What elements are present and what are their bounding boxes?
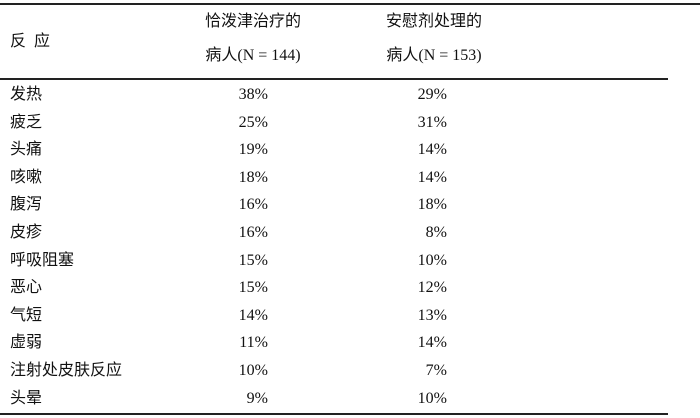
placebo-cell: 12% [417,279,447,297]
header-placebo-line1: 安慰剂处理的 [385,13,482,30]
header-rule [0,78,668,80]
table-row: 恶心 15% 12% [0,274,668,301]
treated-cell: 16% [238,224,268,241]
placebo-cell: 29% [417,86,447,103]
treated-cell: 38% [238,86,268,103]
treated-cell: 25% [238,113,268,131]
table-row: 腹泻 16% 18% [0,191,668,218]
placebo-cell: 10% [417,251,447,269]
top-rule [0,3,700,5]
treated-cell: 9% [246,389,268,407]
placebo-cell: 10% [417,389,447,407]
table-row: 注射处皮肤反应 10% 7% [0,357,668,384]
bottom-rule [0,413,668,415]
reaction-cell: 头痛 [10,141,43,159]
table-row: 皮疹 16% 8% [0,219,668,246]
placebo-cell: 14% [417,168,447,186]
reaction-cell: 皮疹 [10,224,43,241]
placebo-cell: 14% [417,141,447,159]
table-row: 咳嗽 18% 14% [0,164,668,191]
table-row: 头痛 19% 14% [0,136,668,163]
treated-cell: 15% [238,279,268,297]
reaction-cell: 呼吸阻塞 [10,251,75,269]
treated-cell: 19% [238,141,268,159]
header-placebo-line2: 病人(N = 153) [386,47,482,64]
placebo-cell: 14% [417,334,447,352]
reaction-cell: 腹泻 [10,196,43,214]
treated-cell: 11% [239,334,268,352]
reaction-cell: 注射处皮肤反应 [10,362,123,379]
placebo-cell: 13% [417,306,447,324]
placebo-cell: 31% [417,113,447,131]
reaction-cell: 恶心 [10,279,43,297]
treated-cell: 18% [238,168,268,186]
placebo-cell: 8% [425,224,447,241]
table-row: 头晕 9% 10% [0,385,668,412]
reaction-cell: 咳嗽 [10,168,43,186]
table-row: 气短 14% 13% [0,302,668,329]
reaction-cell: 发热 [10,86,43,103]
treated-cell: 15% [238,251,268,269]
table-row: 呼吸阻塞 15% 10% [0,247,668,274]
treated-cell: 10% [238,362,268,379]
table-row: 发热 38% 29% [0,81,668,108]
header-treated-line2: 病人(N = 144) [205,47,301,64]
placebo-cell: 18% [417,196,447,214]
header-reaction: 反 应 [10,33,51,50]
treated-cell: 16% [238,196,268,214]
table-row: 疲乏 25% 31% [0,109,668,136]
reaction-cell: 疲乏 [10,113,43,131]
reaction-cell: 头晕 [10,389,43,407]
reaction-cell: 气短 [10,306,43,324]
placebo-cell: 7% [425,362,447,379]
table-row: 虚弱 11% 14% [0,329,668,356]
header-treated-line1: 恰泼津治疗的 [204,13,301,30]
reaction-cell: 虚弱 [10,334,43,352]
treated-cell: 14% [238,306,268,324]
